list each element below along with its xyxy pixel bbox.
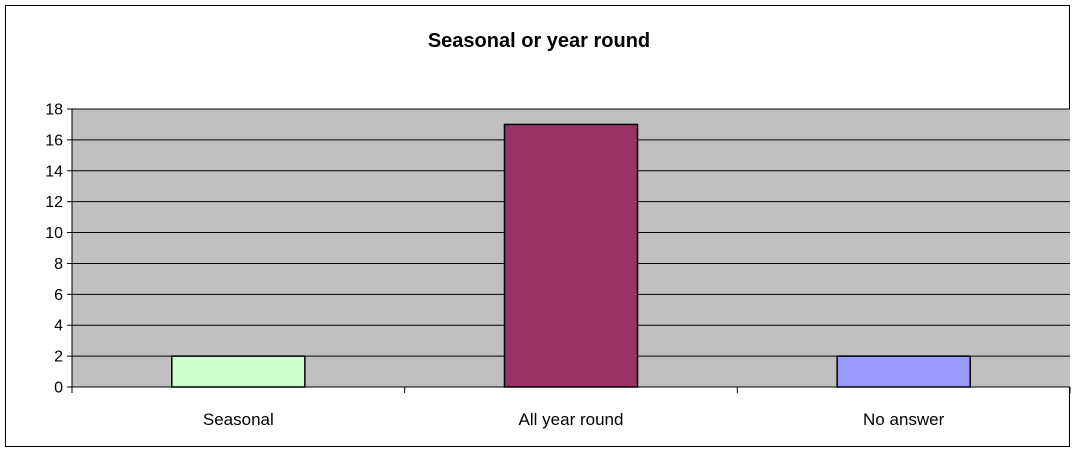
y-tick-label-6: 6 [54, 287, 63, 304]
y-tick-label-16: 16 [45, 132, 63, 149]
bar-seasonal [171, 355, 306, 388]
y-tick-label-4: 4 [54, 318, 63, 335]
y-tick-label-12: 12 [45, 194, 63, 211]
chart-title: Seasonal or year round [427, 30, 651, 52]
x-tick-label-all-year-round: All year round [519, 410, 624, 429]
y-tick-label-0: 0 [54, 380, 63, 397]
y-tick-label-18: 18 [45, 102, 63, 119]
y-tick-label-14: 14 [45, 163, 63, 180]
x-tick-label-no-answer: No answer [863, 410, 945, 429]
bars [171, 123, 971, 388]
y-tick-label-10: 10 [45, 225, 63, 242]
y-tick-label-2: 2 [54, 349, 63, 366]
bar-all-year-round [503, 123, 639, 388]
axes [67, 108, 1071, 393]
y-tick-labels: 0 2 4 6 8 10 12 14 16 18 [45, 102, 63, 397]
y-tick-label-8: 8 [54, 256, 63, 273]
x-tick-label-seasonal: Seasonal [203, 410, 274, 429]
x-tick-labels: Seasonal All year round No answer [203, 410, 945, 429]
bar-no-answer [836, 355, 971, 388]
